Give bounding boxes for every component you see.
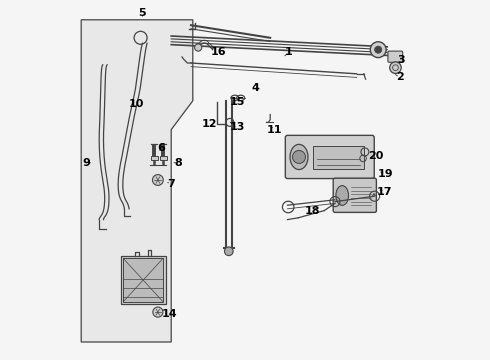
Text: 7: 7 [167, 179, 175, 189]
Text: 15: 15 [229, 96, 245, 107]
Text: 5: 5 [139, 8, 146, 18]
Text: 19: 19 [378, 168, 393, 179]
Bar [151, 156, 158, 160]
Bar [121, 256, 166, 304]
Circle shape [293, 150, 305, 163]
Circle shape [153, 307, 163, 317]
Circle shape [390, 62, 401, 73]
Circle shape [370, 42, 386, 58]
Circle shape [152, 175, 163, 185]
Text: 14: 14 [162, 309, 177, 319]
Text: 3: 3 [397, 55, 405, 66]
Text: 4: 4 [252, 83, 260, 93]
Text: 18: 18 [305, 206, 320, 216]
Text: 11: 11 [267, 125, 282, 135]
Text: 17: 17 [377, 186, 392, 197]
Text: 12: 12 [202, 119, 218, 129]
Text: 1: 1 [285, 47, 293, 57]
FancyBboxPatch shape [333, 178, 376, 212]
Text: 2: 2 [396, 72, 404, 82]
Polygon shape [81, 20, 193, 342]
FancyBboxPatch shape [285, 135, 374, 179]
Circle shape [195, 44, 202, 51]
Bar [123, 258, 163, 302]
Text: 9: 9 [82, 158, 90, 168]
Text: 6: 6 [158, 143, 166, 153]
Text: 10: 10 [128, 99, 144, 109]
Text: 13: 13 [230, 122, 245, 132]
Circle shape [374, 46, 382, 53]
Circle shape [224, 247, 233, 256]
Ellipse shape [336, 186, 348, 205]
Bar [314, 146, 364, 169]
Text: 20: 20 [368, 150, 383, 161]
FancyBboxPatch shape [388, 51, 403, 62]
Bar [160, 156, 167, 160]
Text: 8: 8 [174, 158, 182, 168]
Text: 16: 16 [210, 47, 226, 57]
Ellipse shape [290, 144, 308, 170]
